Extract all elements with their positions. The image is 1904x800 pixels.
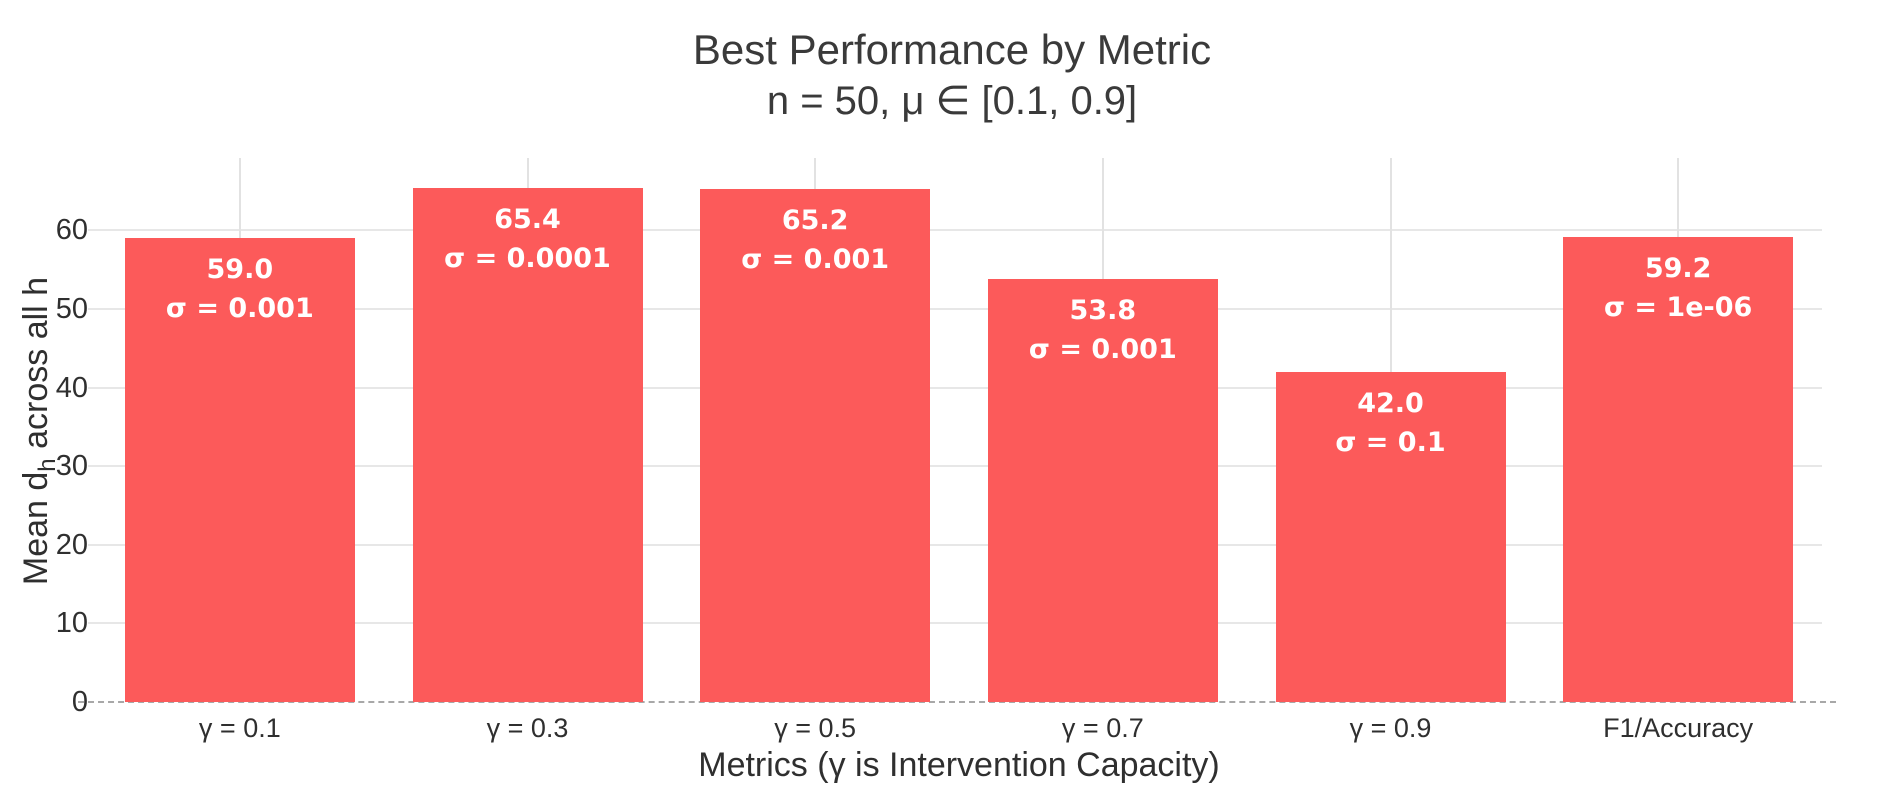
bar-value-text: 59.2 (1644, 252, 1712, 284)
x-tick-label: γ = 0.1 (198, 713, 281, 743)
x-tick-label: γ = 0.5 (774, 713, 857, 743)
bar-value-label: 65.2 σ = 0.001 (700, 201, 930, 279)
title-block: Best Performance by Metric n = 50, μ ∈ [… (0, 24, 1904, 126)
bar-value-label: 53.8 σ = 0.001 (988, 291, 1218, 369)
y-gridline (88, 465, 1822, 468)
y-gridline (88, 307, 1822, 310)
bar-sigma-text: σ = 0.0001 (444, 242, 611, 274)
y-tick-label: 10 (55, 607, 88, 640)
bar-sigma-text: σ = 0.001 (165, 293, 314, 325)
bar: 59.2 σ = 1e-06 (1563, 236, 1794, 702)
bar: 65.2 σ = 0.001 (700, 189, 931, 702)
bar: 53.8 σ = 0.001 (987, 279, 1218, 702)
zero-baseline (78, 701, 1836, 703)
y-tick-label: 60 (55, 214, 88, 247)
y-gridline (88, 543, 1822, 546)
y-tick-label: 40 (55, 371, 88, 404)
bar-sigma-text: σ = 0.1 (1335, 426, 1446, 458)
y-tick-label: 30 (55, 450, 88, 483)
bar: 59.0 σ = 0.001 (124, 238, 355, 702)
plot-area: 59.0 σ = 0.001 65.4 σ = 0.0001 65.2 σ = 0.001… (78, 158, 1836, 703)
bar-value-label: 42.0 σ = 0.1 (1276, 384, 1506, 462)
bar-value-text: 53.8 (1069, 295, 1137, 327)
bar-value-text: 65.4 (494, 203, 561, 235)
chart-subtitle: n = 50, μ ∈ [0.1, 0.9] (766, 79, 1138, 123)
x-tick-label: γ = 0.7 (1061, 713, 1144, 743)
x-tick-label: F1/Accuracy (1603, 713, 1754, 743)
bar-value-label: 65.4 σ = 0.0001 (413, 200, 643, 278)
bar: 65.4 σ = 0.0001 (412, 187, 643, 702)
y-tick-label: 0 (71, 686, 88, 718)
bar-sigma-text: σ = 0.001 (741, 244, 890, 276)
y-gridline (88, 229, 1822, 232)
bar-value-text: 59.0 (206, 254, 274, 286)
x-axis-title: Metrics (γ is Intervention Capacity) (698, 746, 1220, 784)
bar-sigma-text: σ = 1e-06 (1603, 291, 1753, 323)
y-tick-label: 50 (55, 292, 88, 325)
y-gridline (88, 386, 1822, 389)
bar-sigma-text: σ = 0.001 (1028, 334, 1177, 366)
y-gridline (88, 622, 1822, 625)
bar-value-label: 59.0 σ = 0.001 (125, 250, 355, 328)
bar-value-label: 59.2 σ = 1e-06 (1563, 249, 1793, 327)
bar: 42.0 σ = 0.1 (1275, 371, 1506, 702)
bar-value-text: 42.0 (1357, 387, 1424, 419)
chart-title: Best Performance by Metric (692, 26, 1212, 73)
y-tick-label: 20 (55, 528, 88, 561)
bar-value-text: 65.2 (781, 205, 849, 237)
x-tick-label: γ = 0.9 (1349, 713, 1432, 743)
x-tick-label: γ = 0.3 (486, 713, 569, 743)
